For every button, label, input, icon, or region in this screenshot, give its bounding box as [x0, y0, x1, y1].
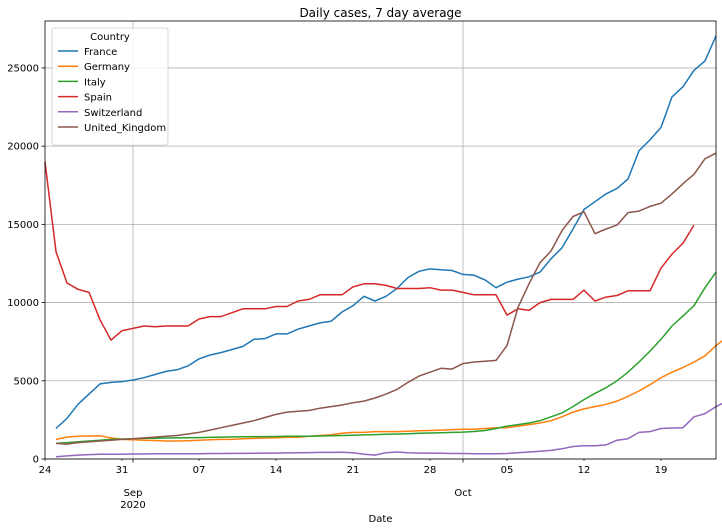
- legend-title: Country: [90, 32, 130, 43]
- series-line-france: [55, 35, 717, 430]
- x-tick-label: 24: [39, 465, 52, 476]
- y-tick-label: 25000: [7, 63, 39, 74]
- y-tick-label: 0: [33, 455, 39, 466]
- x-major-label: Oct: [454, 488, 471, 499]
- series-line-spain: [44, 161, 695, 341]
- legend-label: Italy: [84, 77, 106, 88]
- x-axis-label: Date: [369, 514, 393, 525]
- x-tick-label: 07: [193, 465, 206, 476]
- x-major-sublabel: 2020: [120, 500, 145, 511]
- plot-frame: [44, 20, 717, 460]
- series-line-switzerland: [55, 402, 722, 458]
- series-line-united-kingdom: [55, 152, 717, 445]
- x-tick-label: 14: [270, 465, 283, 476]
- y-tick-label: 20000: [7, 142, 39, 153]
- legend-label: Spain: [84, 93, 112, 104]
- series-lines: [44, 35, 722, 458]
- x-tick-label: 28: [424, 465, 437, 476]
- x-tick-label: 19: [655, 465, 668, 476]
- y-tick-label: 10000: [7, 298, 39, 309]
- legend-label: France: [84, 47, 117, 58]
- y-tick-label: 5000: [14, 376, 39, 387]
- x-tick-label: 05: [501, 465, 514, 476]
- legend-label: Switzerland: [84, 108, 142, 119]
- legend: Country France Germany Italy Spain Switzerlan…: [51, 27, 169, 146]
- legend-label: United_Kingdom: [84, 123, 166, 134]
- series-line-italy: [55, 271, 717, 445]
- x-tick-label: 21: [347, 465, 360, 476]
- x-major-label: Sep: [124, 488, 143, 499]
- x-tick-label: 12: [578, 465, 591, 476]
- y-tick-label: 15000: [7, 220, 39, 231]
- legend-box: [51, 27, 169, 146]
- series-line-germany: [55, 339, 722, 442]
- y-axis: 0 5000 10000 15000 20000 25000: [7, 63, 45, 466]
- chart-title: Daily cases, 7 day average: [299, 6, 461, 20]
- x-tick-label: 31: [116, 465, 129, 476]
- legend-label: Germany: [84, 62, 130, 73]
